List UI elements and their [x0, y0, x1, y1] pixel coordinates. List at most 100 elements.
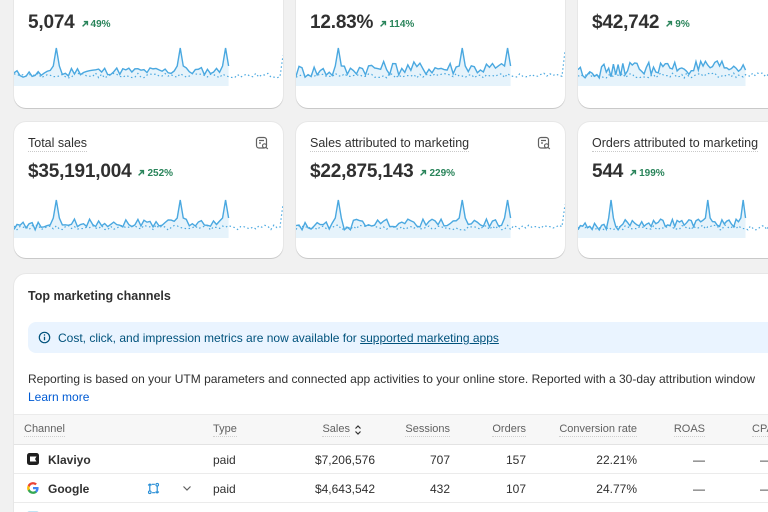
sparkline-chart [14, 47, 283, 86]
sync-icon[interactable] [147, 482, 160, 495]
sparkline-current-period [578, 58, 747, 80]
metric-change: 229% [419, 168, 455, 179]
sparkline-chart [578, 199, 768, 238]
channel-orders: 107 [505, 482, 526, 496]
metric-change-value: 199% [639, 167, 665, 179]
column-header-channel[interactable]: Channel [24, 423, 65, 437]
channel-roas: — [693, 453, 705, 467]
column-header-roas[interactable]: ROAS [673, 423, 705, 437]
report-search-icon[interactable] [255, 136, 269, 150]
sparkline-area [578, 200, 746, 238]
channel-conversion-rate: 24.77% [596, 482, 637, 496]
metric-value: $42,742 [592, 12, 660, 33]
metric-change: 114% [379, 19, 414, 30]
column-header-cpa[interactable]: CPA [752, 423, 768, 437]
sparkline-chart [14, 199, 283, 238]
table-row[interactable]: Klaviyo paid $7,206,576 707 157 22.21% —… [14, 445, 768, 474]
metric-change: 199% [629, 168, 665, 179]
section-title: Top marketing channels [28, 289, 171, 303]
metric-change: 252% [137, 168, 173, 179]
sparkline-area [296, 200, 511, 238]
sparkline-comparison-period [14, 55, 283, 79]
channel-orders: 157 [505, 453, 526, 467]
column-header-sessions[interactable]: Sessions [405, 423, 450, 437]
sparkline-chart [578, 58, 768, 86]
arrow-up-right-icon [666, 20, 673, 27]
sparkline-comparison-period [14, 204, 283, 231]
klaviyo-logo-icon [27, 453, 39, 465]
learn-more-link[interactable]: Learn more [28, 390, 90, 404]
channel-name[interactable]: Klaviyo [48, 453, 91, 467]
metric-value: 544 [592, 161, 624, 182]
channel-sales: $7,206,576 [314, 453, 375, 467]
sparkline-current-period [296, 199, 512, 232]
metric-card-conversion-rate[interactable]: 12.83% 114% [296, 0, 565, 108]
metric-change-value: 252% [147, 167, 174, 179]
channel-sales: $4,643,542 [314, 482, 375, 496]
sparkline-chart [296, 199, 565, 238]
column-header-type[interactable]: Type [213, 423, 237, 437]
metric-title[interactable]: Total sales [28, 136, 88, 152]
metric-value-row: 544 199% [592, 161, 665, 183]
channel-cpa: — [760, 453, 768, 467]
channel-sessions: 432 [429, 482, 450, 496]
info-circle-icon [38, 331, 51, 344]
metric-card-total-sales[interactable]: Total sales $35,191,004 252% [14, 122, 283, 258]
sparkline-area [578, 61, 746, 86]
sparkline-current-period [296, 47, 512, 79]
metric-value: $35,191,004 [28, 161, 132, 182]
arrow-up-right-icon [138, 169, 145, 176]
metric-value-row: 5,074 49% [28, 12, 111, 34]
table-header: Channel Type Sales Sessions Orders Conve… [14, 414, 768, 445]
channel-sessions: 707 [429, 453, 450, 467]
arrow-up-right-icon [380, 20, 387, 27]
metric-value-row: $35,191,004 252% [28, 161, 173, 183]
sort-icon[interactable] [354, 424, 362, 436]
google-logo-icon [27, 482, 39, 494]
chevron-down-icon[interactable] [182, 484, 192, 492]
report-search-icon[interactable] [537, 136, 551, 150]
channel-conversion-rate: 22.21% [596, 453, 637, 467]
metric-title[interactable]: Sales attributed to marketing [310, 136, 470, 152]
channel-type: paid [213, 453, 236, 467]
column-header-orders[interactable]: Orders [492, 423, 526, 437]
sparkline-comparison-period [578, 224, 768, 231]
sparkline-comparison-period [578, 71, 768, 80]
metric-card-orders-attributed[interactable]: Orders attributed to marketing 544 199% [578, 122, 768, 258]
metric-change-value: 114% [389, 18, 415, 30]
metric-card-sessions[interactable]: 5,074 49% [14, 0, 283, 108]
metric-value: 5,074 [28, 12, 75, 33]
table-row[interactable]: Google paid $4,643,542 432 107 24.77% — … [14, 474, 768, 503]
sparkline-area [14, 200, 229, 238]
arrow-up-right-icon [630, 169, 637, 176]
metric-change-value: 9% [675, 18, 690, 30]
metric-change: 9% [665, 18, 690, 30]
channel-roas: — [693, 482, 705, 496]
metric-value: 12.83% [310, 12, 374, 33]
metric-value-row: 12.83% 114% [310, 12, 414, 34]
arrow-up-right-icon [420, 169, 427, 176]
metric-card-sales-attributed[interactable]: Sales attributed to marketing $22,875,14… [296, 122, 565, 258]
column-header-conversion-rate[interactable]: Conversion rate [559, 423, 637, 437]
column-header-sales[interactable]: Sales [322, 423, 350, 437]
column-header-sales-wrap[interactable]: Sales [322, 423, 362, 437]
metric-value-row: $22,875,143 229% [310, 161, 455, 183]
sparkline-current-period [578, 199, 747, 232]
banner-text: Cost, click, and impression metrics are … [58, 330, 361, 345]
table-row-partial[interactable] [14, 503, 768, 512]
supported-apps-link[interactable]: supported marketing apps [360, 330, 499, 345]
sparkline-area [296, 48, 511, 86]
reporting-description: Reporting is based on your UTM parameter… [28, 372, 756, 386]
channel-name[interactable]: Google [48, 482, 90, 496]
info-banner: Cost, click, and impression metrics are … [28, 322, 768, 353]
sparkline-comparison-period [296, 50, 565, 79]
channel-cpa: — [760, 482, 768, 496]
metric-change-value: 49% [90, 18, 111, 30]
metric-value: $22,875,143 [310, 161, 414, 182]
metric-card-average-order-value[interactable]: $42,742 9% [578, 0, 768, 108]
sparkline-chart [296, 47, 565, 86]
sparkline-current-period [14, 47, 230, 78]
sparkline-area [14, 48, 229, 86]
metric-title[interactable]: Orders attributed to marketing [592, 136, 759, 152]
arrow-up-right-icon [81, 20, 88, 27]
